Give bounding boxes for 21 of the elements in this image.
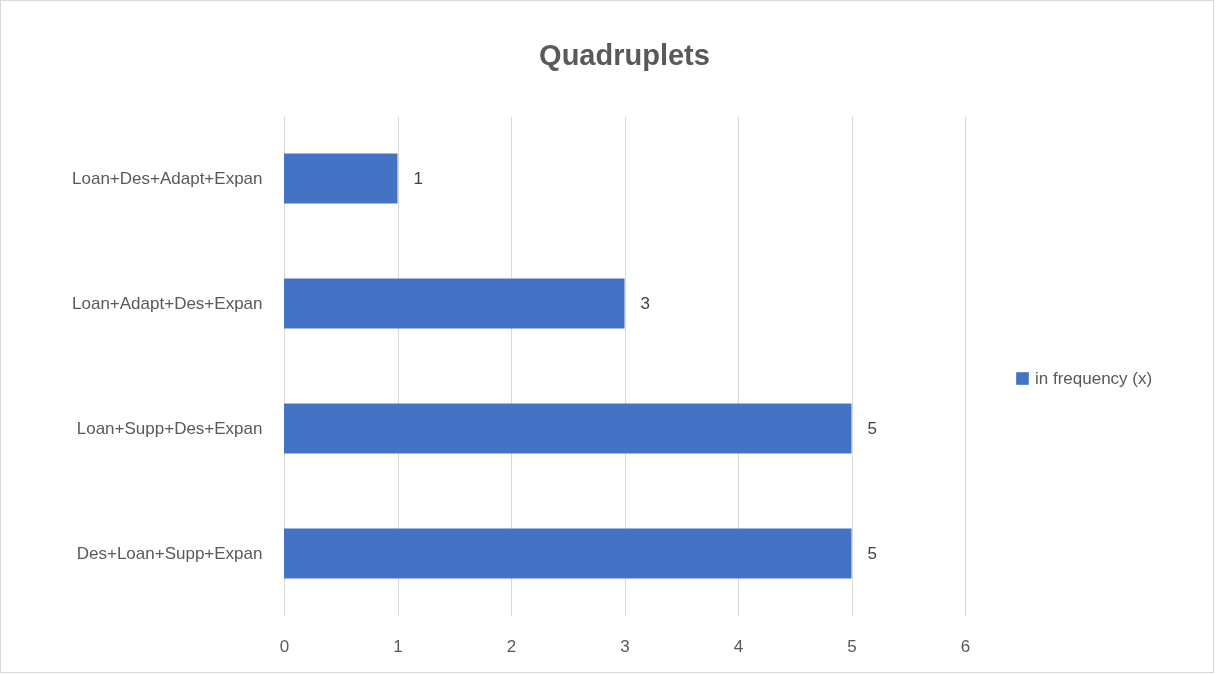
bar bbox=[284, 403, 852, 454]
x-tick-label: 0 bbox=[279, 636, 290, 656]
y-tick-label: Des+Loan+Supp+Expan bbox=[76, 543, 263, 563]
bar bbox=[284, 278, 625, 329]
y-tick-label: Loan+Des+Adapt+Expan bbox=[72, 168, 263, 188]
chart-title: Quadruplets bbox=[539, 39, 710, 71]
x-tick-label: 1 bbox=[393, 636, 403, 656]
bar bbox=[284, 153, 398, 204]
x-tick-label: 6 bbox=[960, 636, 971, 656]
legend-label: in frequency (x) bbox=[1035, 368, 1153, 388]
y-tick-label: Loan+Supp+Des+Expan bbox=[76, 418, 263, 438]
x-tick-label: 4 bbox=[733, 636, 744, 656]
x-tick-label: 2 bbox=[506, 636, 517, 656]
x-tick-label: 3 bbox=[620, 636, 630, 656]
x-tick-label: 5 bbox=[847, 636, 857, 656]
data-label: 5 bbox=[867, 543, 877, 563]
data-label: 3 bbox=[640, 293, 650, 313]
y-tick-label: Loan+Adapt+Des+Expan bbox=[72, 293, 263, 313]
data-label: 1 bbox=[413, 168, 423, 188]
data-label: 5 bbox=[867, 418, 877, 438]
bar bbox=[284, 528, 852, 579]
